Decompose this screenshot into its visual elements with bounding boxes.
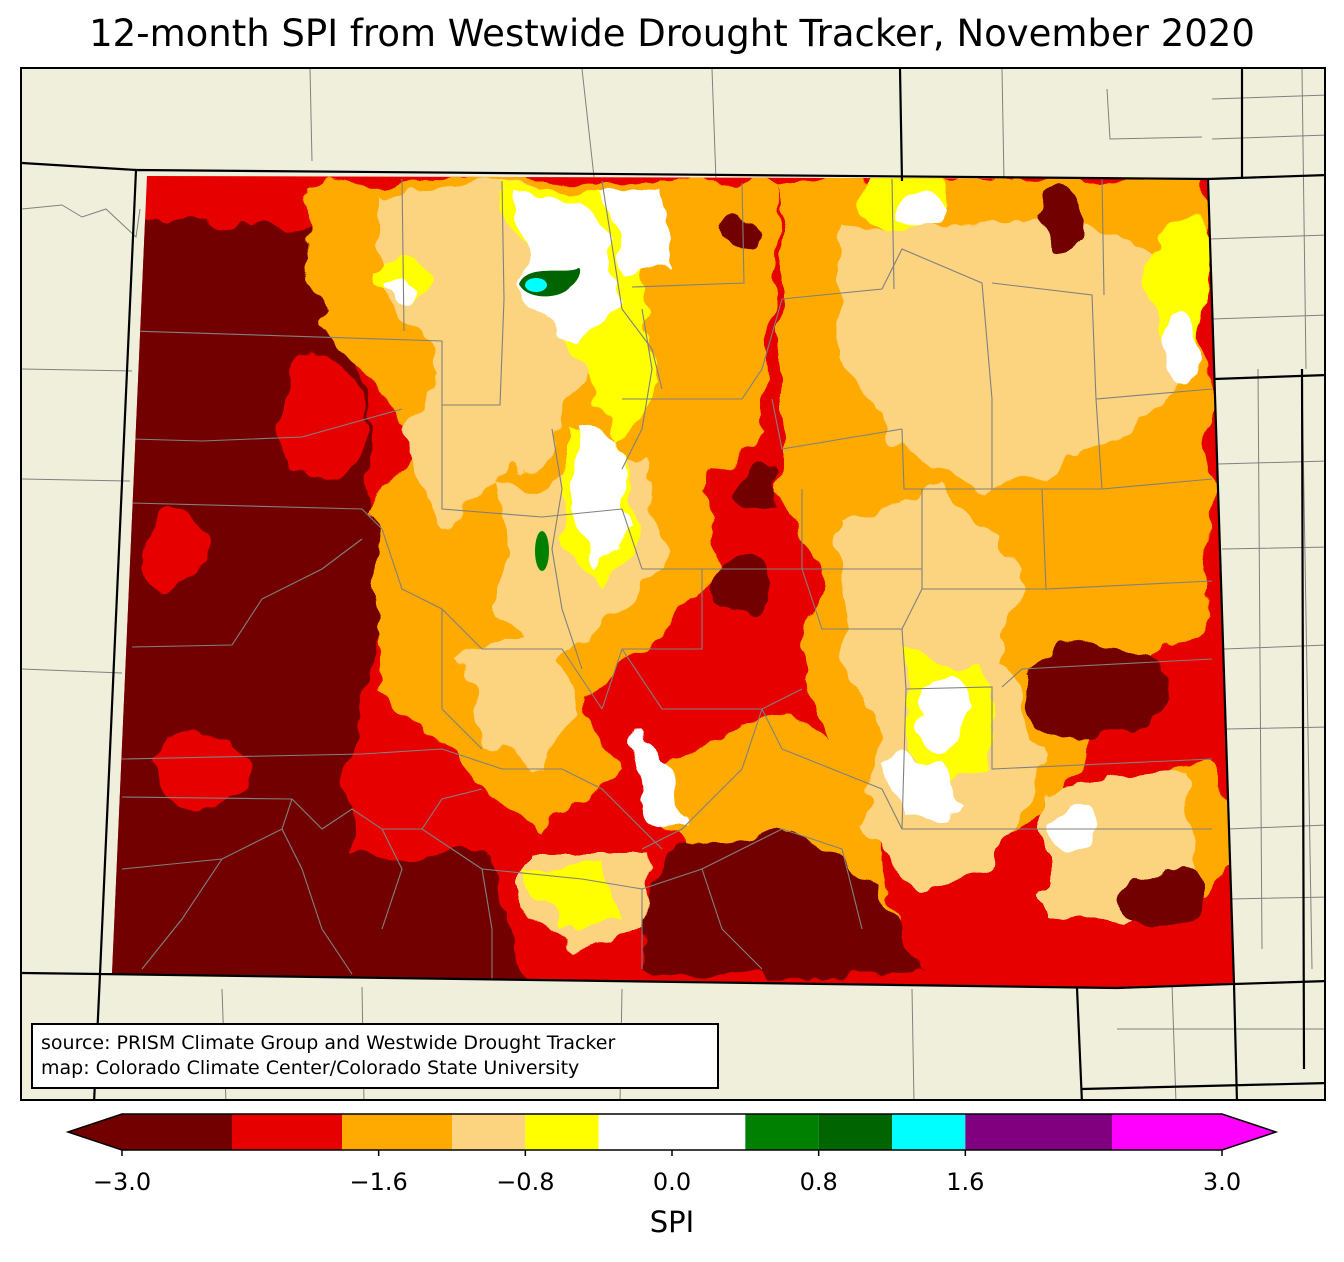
map-credit-line: map: Colorado Climate Center/Colorado St… <box>41 1057 580 1079</box>
colorado-county-lines <box>121 178 1213 979</box>
colorbar-tick-label: −3.0 <box>92 1168 152 1196</box>
colorbar-tick-label: 0.8 <box>799 1168 838 1196</box>
colorbar-bin <box>452 1114 526 1150</box>
colorbar-bin <box>122 1114 232 1150</box>
colorbar-tick-label: 1.6 <box>946 1168 985 1196</box>
colorbar-bin <box>892 1114 966 1150</box>
source-line: source: PRISM Climate Group and Westwide… <box>41 1032 616 1054</box>
colorbar-bin <box>525 1114 599 1150</box>
colorbar <box>65 1113 1279 1156</box>
colorbar-bin <box>232 1114 342 1150</box>
colorbar-over-extension <box>1222 1114 1276 1150</box>
colorbar-bin <box>1112 1114 1222 1150</box>
colorbar-bin <box>965 1114 1112 1150</box>
colorbar-bin <box>342 1114 452 1150</box>
colorbar-bin <box>745 1114 819 1150</box>
map-panel: source: PRISM Climate Group and Westwide… <box>20 67 1326 1101</box>
source-box: source: PRISM Climate Group and Westwide… <box>31 1023 719 1089</box>
state-borders <box>22 69 1324 1099</box>
colorbar-bin <box>598 1114 746 1150</box>
spi-map <box>22 69 1324 1099</box>
colorbar-label: SPI <box>649 1205 695 1239</box>
map-title: 12-month SPI from Westwide Drought Track… <box>89 12 1255 55</box>
colorbar-tick-label: 3.0 <box>1202 1168 1242 1196</box>
colorbar-tick-label: −0.8 <box>496 1168 555 1196</box>
colorbar-bin <box>818 1114 892 1150</box>
colorbar-tick-label: 0.0 <box>652 1168 692 1196</box>
colorbar-under-extension <box>68 1114 122 1150</box>
colorbar-tick-label: −1.6 <box>349 1168 408 1196</box>
